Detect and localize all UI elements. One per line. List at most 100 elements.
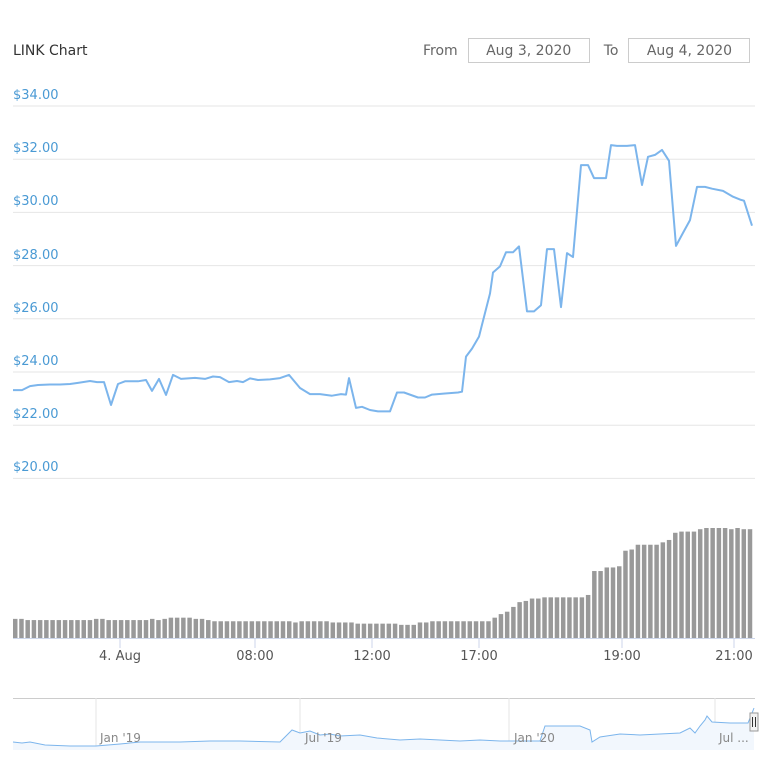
- volume-bar: [411, 624, 416, 638]
- volume-bar: [131, 620, 136, 638]
- volume-bar: [56, 620, 62, 638]
- volume-bar: [168, 617, 174, 638]
- volume-bar: [193, 618, 199, 638]
- volume-bar: [448, 621, 454, 638]
- volume-bar: [542, 597, 547, 638]
- volume-bar: [523, 600, 529, 638]
- volume-bar: [299, 621, 304, 638]
- volume-bar: [716, 528, 722, 638]
- price-line[interactable]: [13, 144, 753, 413]
- volume-bar: [330, 622, 336, 638]
- x-axis-label: 19:00: [603, 649, 641, 664]
- volume-bar: [666, 539, 672, 638]
- volume-bar: [386, 623, 392, 638]
- volume-bar: [19, 618, 24, 638]
- volume-bar: [355, 623, 360, 638]
- volume-bar: [747, 529, 753, 638]
- y-axis-label: $24.00: [13, 354, 59, 369]
- volume-bar: [87, 620, 93, 638]
- volume-bar: [511, 606, 516, 638]
- to-date-input[interactable]: Aug 4, 2020: [628, 38, 751, 63]
- volume-bar: [44, 620, 49, 638]
- volume-bar: [149, 618, 155, 638]
- navigator-label: Jan '20: [514, 731, 555, 745]
- from-label: From: [423, 42, 458, 59]
- volume-bar: [343, 622, 348, 638]
- volume-bar: [280, 621, 286, 638]
- volume-bar: [243, 621, 248, 638]
- volume-bar: [137, 620, 143, 638]
- to-label: To: [603, 42, 619, 59]
- volume-bar: [112, 620, 118, 638]
- volume-bar: [679, 531, 684, 638]
- volume-bar: [125, 620, 130, 638]
- volume-bar: [641, 544, 647, 638]
- volume-bar: [106, 620, 111, 638]
- x-axis-label: 21:00: [715, 649, 753, 664]
- volume-bar: [517, 602, 522, 638]
- volume-bar: [199, 618, 205, 638]
- volume-bar: [473, 621, 479, 638]
- from-date-input[interactable]: Aug 3, 2020: [467, 38, 590, 63]
- volume-bar: [255, 621, 261, 638]
- volume-bar: [156, 620, 161, 638]
- volume-bar: [374, 623, 379, 638]
- x-axis-label: 17:00: [460, 649, 498, 664]
- volume-bar: [548, 597, 553, 638]
- date-range: From Aug 3, 2020 To Aug 4, 2020: [423, 38, 751, 63]
- navigator-label: Jan '19: [100, 731, 141, 745]
- volume-bar: [237, 621, 242, 638]
- volume-bar: [704, 528, 709, 638]
- y-axis-label: $26.00: [13, 300, 59, 316]
- y-axis-label: $34.00: [13, 88, 59, 103]
- volume-bar: [174, 617, 180, 638]
- volume-bar: [685, 531, 690, 638]
- volume-bar: [660, 542, 666, 638]
- volume-bar: [729, 529, 734, 638]
- volume-bar: [262, 621, 267, 638]
- y-axis-label: $30.00: [13, 194, 59, 210]
- volume-bar: [75, 620, 80, 638]
- volume-bar: [249, 621, 255, 638]
- volume-bar: [697, 529, 703, 638]
- volume-bar: [604, 567, 610, 638]
- volume-bar: [455, 621, 460, 638]
- volume-bar: [498, 614, 504, 638]
- volume-bar: [529, 598, 535, 638]
- volume-bar: [50, 620, 55, 638]
- volume-bar: [399, 624, 404, 638]
- y-axis-label: $28.00: [13, 247, 59, 263]
- volume-bar: [536, 598, 541, 638]
- volume-bar: [629, 549, 634, 638]
- volume-bar: [610, 567, 616, 638]
- volume-bar: [430, 621, 435, 638]
- volume-bar: [504, 611, 510, 638]
- volume-bar: [143, 620, 149, 638]
- volume-bar: [648, 544, 653, 638]
- volume-bar: [93, 618, 99, 638]
- volume-bar: [423, 622, 429, 638]
- volume-bar: [31, 620, 37, 638]
- volume-bar: [405, 624, 410, 638]
- volume-bar: [598, 571, 603, 638]
- volume-bar: [710, 528, 715, 638]
- volume-bar: [554, 597, 560, 638]
- volume-bar: [741, 529, 747, 638]
- volume-bar: [181, 617, 186, 638]
- volume-bar: [735, 528, 740, 638]
- volume-bar: [349, 622, 354, 638]
- volume-bar: [81, 620, 86, 638]
- volume-bar: [623, 550, 628, 638]
- volume-bar: [567, 597, 572, 638]
- x-axis-label: 08:00: [236, 649, 274, 664]
- volume-bar: [617, 566, 622, 638]
- volume-bar: [560, 597, 566, 638]
- navigator-handle[interactable]: [749, 712, 759, 732]
- volume-bar: [212, 621, 217, 638]
- volume-bar: [311, 621, 317, 638]
- volume-bar: [442, 621, 448, 638]
- volume-bar: [305, 621, 311, 638]
- volume-bar: [480, 621, 485, 638]
- volume-bar: [635, 544, 641, 638]
